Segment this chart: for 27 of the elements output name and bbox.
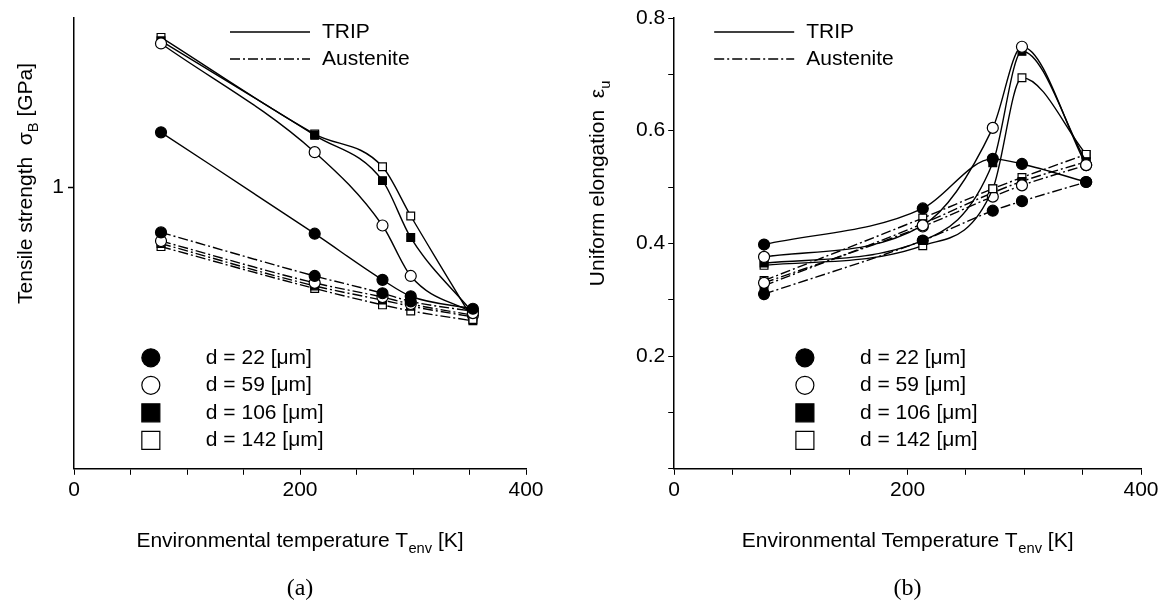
legend-label: d = 22 [μm] (859, 344, 966, 368)
x-tick-label: 200 (282, 477, 318, 501)
x-tick-label: 400 (1123, 477, 1159, 501)
legend-label: d = 142 [μm] (205, 427, 324, 451)
text: (b) (893, 573, 922, 600)
x-tick-label: 0 (68, 477, 80, 501)
y-tick-label: 0.6 (635, 117, 666, 141)
legend-label: d = 106 [μm] (859, 399, 978, 423)
x-tick-label: 400 (508, 477, 544, 501)
y-tick-label: 0.2 (635, 342, 666, 366)
annotation: Austenite (322, 45, 410, 69)
y-axis-title: Uniform elongation εu (585, 80, 614, 287)
x-tick-label: 200 (890, 477, 926, 501)
legend-label: d = 22 [μm] (205, 344, 312, 368)
y-axis-title: Tensile strength σB [GPa] (13, 62, 42, 304)
y-tick-label: 0.8 (635, 4, 666, 28)
legend-label: d = 59 [μm] (205, 372, 312, 396)
legend-label: d = 106 [μm] (205, 399, 324, 423)
legend-label: d = 142 [μm] (859, 427, 978, 451)
annotation: TRIP (322, 18, 370, 42)
annotation: TRIP (806, 18, 855, 42)
x-tick-label: 0 (668, 477, 681, 501)
text: 1 (52, 174, 64, 198)
legend-label: d = 59 [μm] (859, 372, 966, 396)
annotation: Austenite (806, 45, 894, 69)
y-tick-label: 0.4 (635, 230, 666, 254)
text: (a) (286, 573, 314, 600)
